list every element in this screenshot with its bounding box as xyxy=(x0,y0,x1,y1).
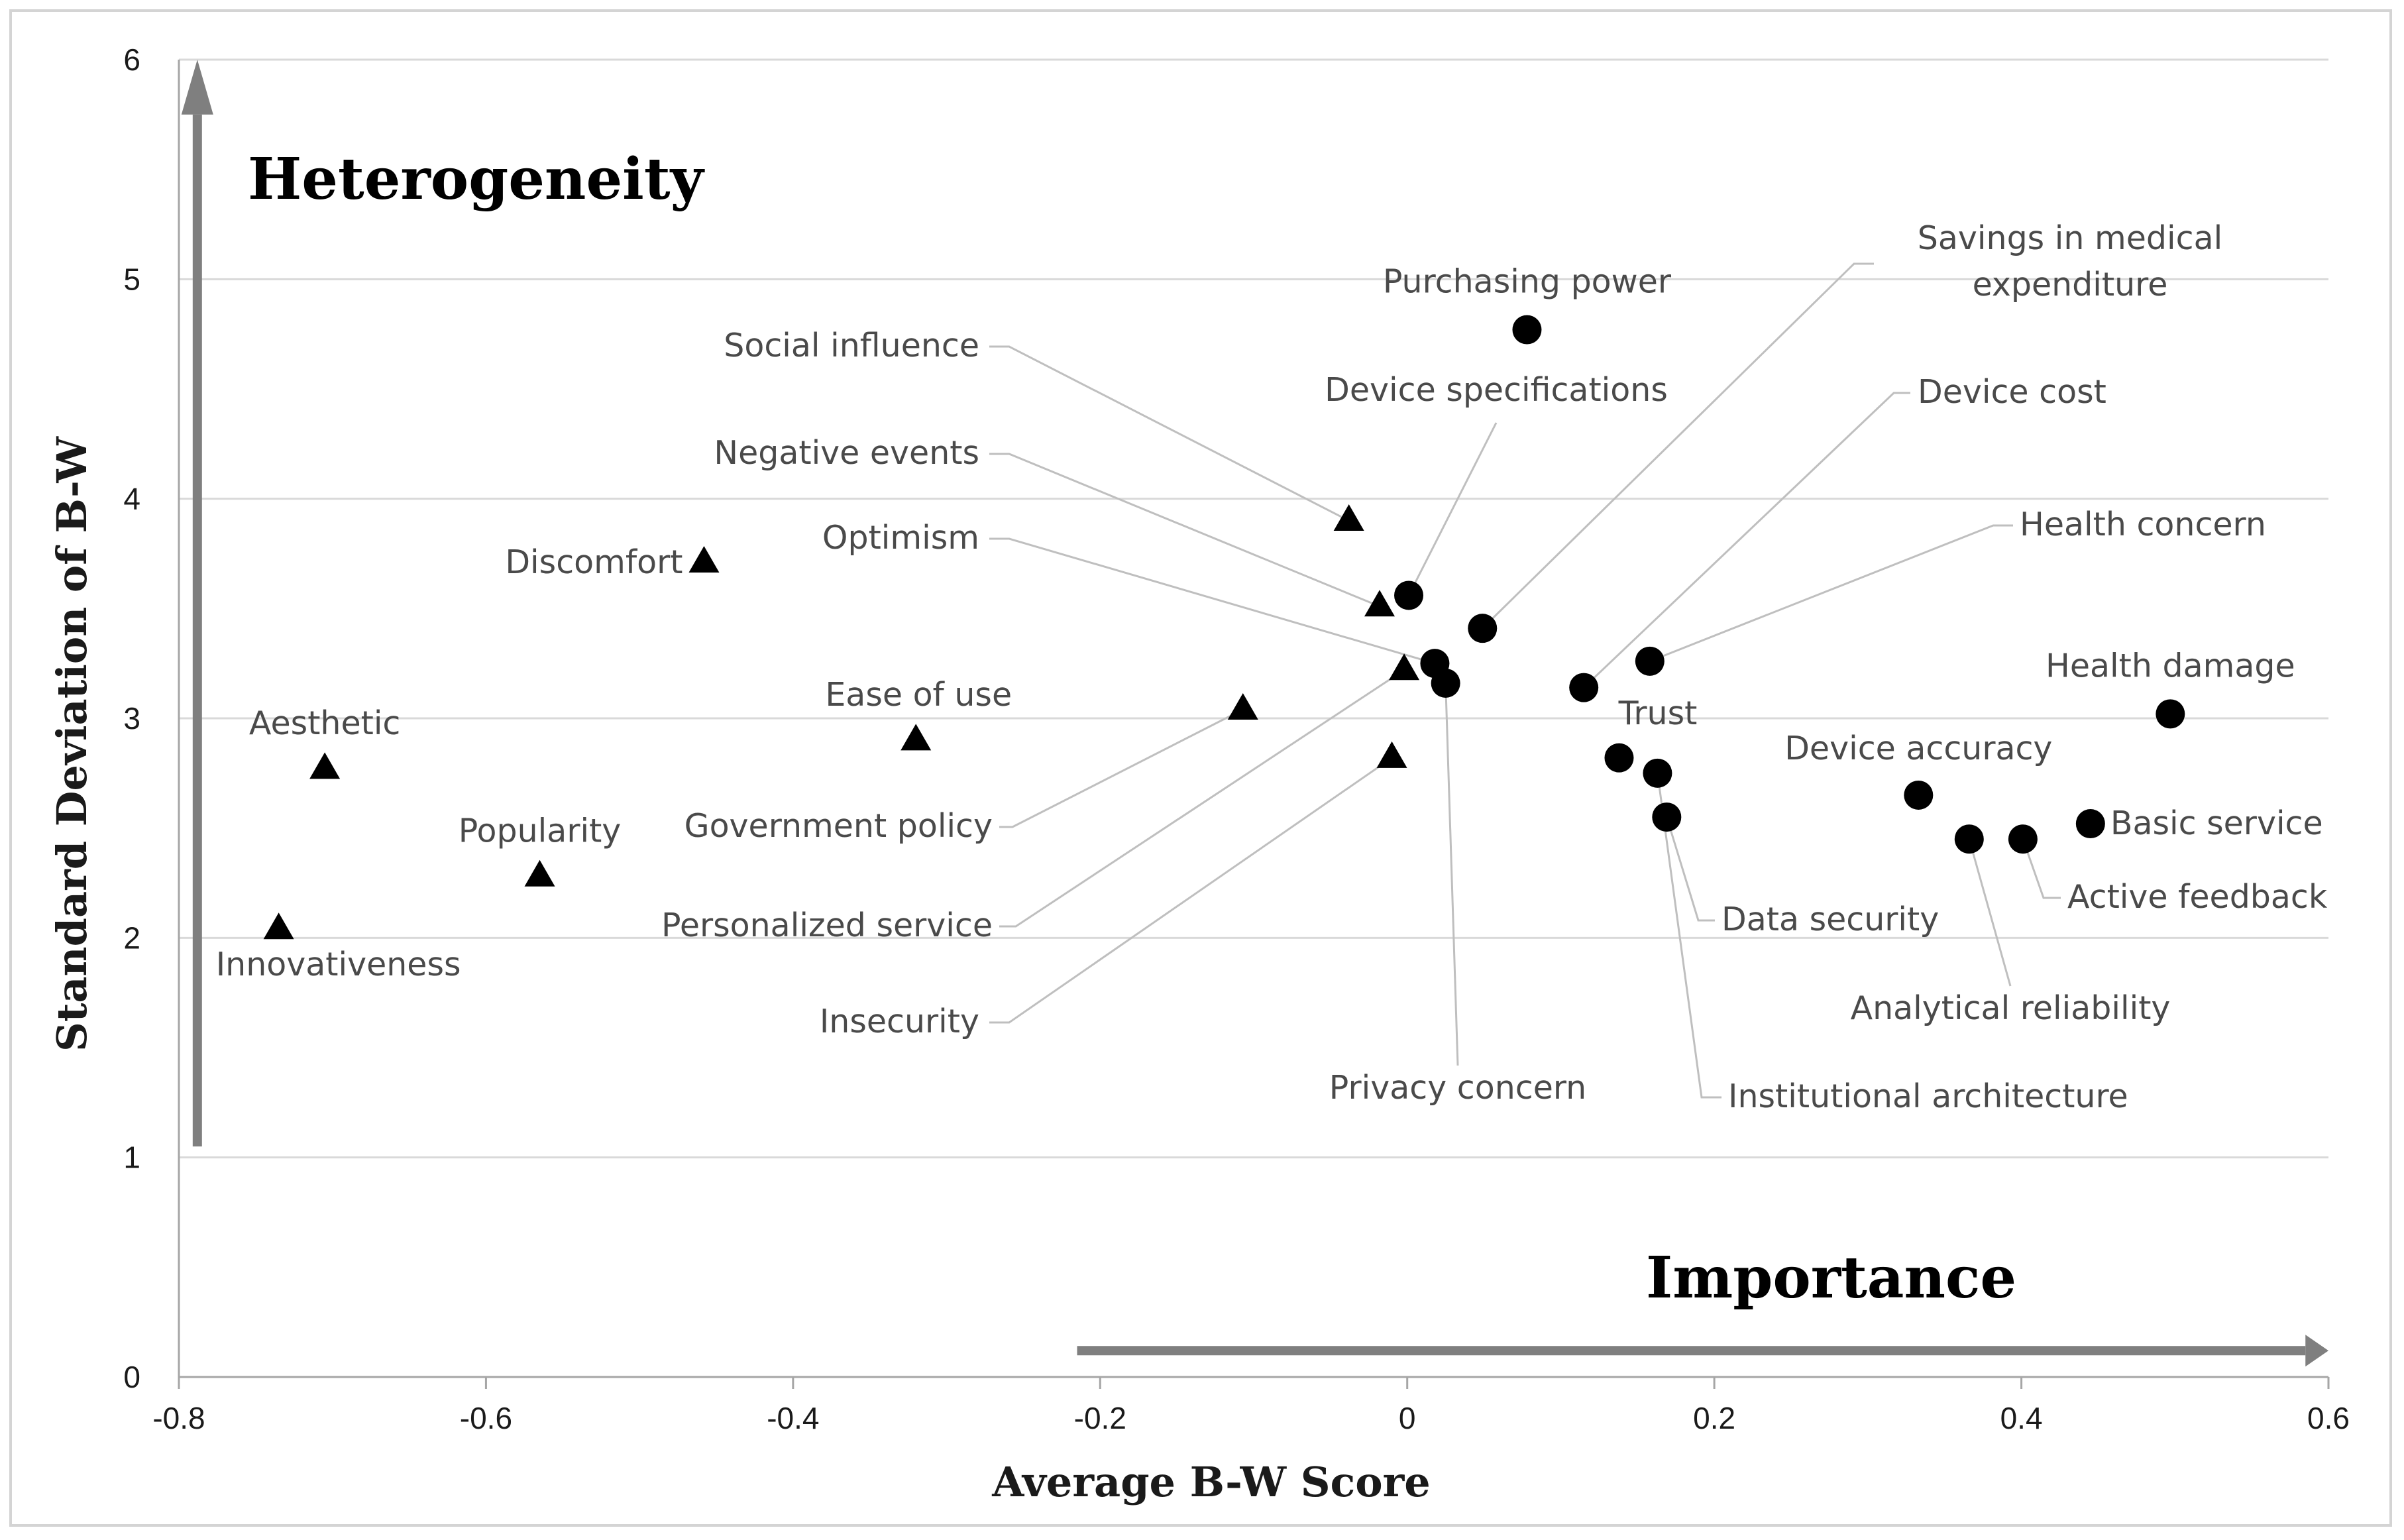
leader-line-insecurity xyxy=(989,757,1393,1024)
x-axis-title: Average B-W Score xyxy=(991,1458,1430,1506)
x-tick-label: 0.2 xyxy=(1693,1401,1735,1435)
leader-line-privacy-concern xyxy=(1445,683,1459,1066)
point-label-institutional-architecture: Institutional architecture xyxy=(1728,1077,2128,1115)
point-label-basic-service: Basic service xyxy=(2110,804,2323,842)
point-label-health-concern: Health concern xyxy=(2020,506,2266,543)
x-tick-label: 0 xyxy=(1399,1401,1416,1435)
leader-line-social-influence xyxy=(989,345,1350,522)
importance-annotation: Importance xyxy=(1646,1244,2016,1311)
y-tick-label: 0 xyxy=(123,1360,140,1394)
point-label-active-feedback: Active feedback xyxy=(2067,878,2328,916)
point-label-device-cost: Device cost xyxy=(1918,373,2106,411)
point-label-trust: Trust xyxy=(1618,694,1698,732)
point-label-device-accuracy: Device accuracy xyxy=(1784,730,2052,767)
heterogeneity-annotation: Heterogeneity xyxy=(248,146,706,213)
triangle-point-innovativeness xyxy=(263,912,294,940)
x-tick-label: -0.6 xyxy=(460,1401,512,1435)
circle-point-trust xyxy=(1604,743,1634,773)
data-points xyxy=(263,315,2185,940)
point-label-device-specifications: Device specifications xyxy=(1325,371,1668,409)
x-tick-label: 0.4 xyxy=(2000,1401,2043,1435)
circle-point-data-security xyxy=(1652,802,1682,832)
point-label-ease-of-use: Ease of use xyxy=(825,676,1012,714)
leader-line-data-security xyxy=(1665,816,1715,922)
circle-point-device-accuracy xyxy=(1904,780,1934,810)
direction-arrows xyxy=(181,60,2328,1367)
circle-point-savings-in-medical-expenditure xyxy=(1468,614,1498,643)
leader-line-analytical-reliability xyxy=(1968,838,2012,987)
x-tick-label: -0.4 xyxy=(767,1401,819,1435)
circle-point-health-concern xyxy=(1635,646,1665,676)
point-labels: Aesthetic Innovativeness Popularity Discomf… xyxy=(216,219,2328,1115)
y-tick-label: 6 xyxy=(123,42,140,77)
chart-frame: 0 1 2 3 4 5 6 -0.8 -0.6 -0.4 -0.2 0 0.2 0.4 0.6 Aesthe… xyxy=(9,9,2392,1527)
point-label-optimism: Optimism xyxy=(822,519,979,557)
point-label-popularity: Popularity xyxy=(459,812,622,850)
y-tick-label: 3 xyxy=(123,701,140,736)
point-label-savings-in-medical-expenditure: Savings in medical expenditure xyxy=(1918,219,2222,303)
heterogeneity-arrow-head xyxy=(181,60,213,115)
triangle-point-discomfort xyxy=(688,545,720,573)
point-label-purchasing-power: Purchasing power xyxy=(1383,263,1672,301)
x-tick-label: 0.6 xyxy=(2307,1401,2350,1435)
triangle-point-negative-events xyxy=(1364,590,1395,617)
point-label-health-damage: Health damage xyxy=(2046,647,2295,685)
leader-lines xyxy=(989,262,2061,1099)
leader-line-active-feedback xyxy=(2022,838,2061,899)
y-tick-label: 4 xyxy=(123,482,140,516)
y-tick-label: 2 xyxy=(123,920,140,955)
x-tick-label: -0.8 xyxy=(152,1401,205,1435)
point-label-aesthetic: Aesthetic xyxy=(249,704,401,742)
circle-point-health-damage xyxy=(2156,699,2185,729)
leader-line-government-policy xyxy=(999,708,1244,828)
circle-point-analytical-reliability xyxy=(1954,824,1984,854)
point-label-personalized-service: Personalized service xyxy=(661,907,993,944)
triangle-point-personalized-service xyxy=(1389,653,1420,681)
scatter-chart: 0 1 2 3 4 5 6 -0.8 -0.6 -0.4 -0.2 0 0.2 0.4 0.6 Aesthe… xyxy=(48,42,2350,1506)
leader-line-optimism xyxy=(989,537,1435,665)
point-label-data-security: Data security xyxy=(1721,901,1939,938)
point-label-insecurity: Insecurity xyxy=(820,1003,979,1040)
triangle-point-aesthetic xyxy=(309,752,341,779)
circle-point-purchasing-power xyxy=(1512,315,1542,345)
leader-line-institutional-architecture xyxy=(1656,773,1721,1099)
y-tick-label: 5 xyxy=(123,262,140,296)
leader-line-device-cost xyxy=(1583,392,1910,688)
circle-point-basic-service xyxy=(2075,809,2105,839)
circle-point-device-cost xyxy=(1569,673,1599,702)
point-label-discomfort: Discomfort xyxy=(505,543,683,581)
point-label-analytical-reliability: Analytical reliability xyxy=(1851,989,2171,1027)
y-tick-label: 1 xyxy=(123,1140,140,1175)
axes: 0 1 2 3 4 5 6 -0.8 -0.6 -0.4 -0.2 0 0.2 0.4 0.6 xyxy=(123,42,2350,1435)
importance-arrow-head xyxy=(2305,1335,2328,1367)
y-axis-title: Standard Deviation of B-W xyxy=(48,436,96,1052)
circle-point-institutional-architecture xyxy=(1643,758,1672,788)
leader-line-health-concern xyxy=(1649,524,2013,663)
circle-point-active-feedback xyxy=(2008,824,2038,854)
circle-point-privacy-concern xyxy=(1431,668,1460,698)
triangle-point-social-influence xyxy=(1333,504,1364,531)
point-label-social-influence: Social influence xyxy=(724,327,979,364)
triangle-point-insecurity xyxy=(1376,741,1407,768)
leader-line-negative-events xyxy=(989,453,1380,608)
circle-point-device-specifications xyxy=(1394,580,1424,610)
point-label-innovativeness: Innovativeness xyxy=(216,946,461,983)
triangle-point-popularity xyxy=(524,859,555,887)
leader-line-device-specifications xyxy=(1407,422,1498,596)
x-tick-label: -0.2 xyxy=(1074,1401,1126,1435)
leader-line-personalized-service xyxy=(999,669,1405,928)
point-label-privacy-concern: Privacy concern xyxy=(1329,1069,1586,1107)
point-label-government-policy: Government policy xyxy=(684,807,993,845)
leader-line-savings-in-medical-expenditure xyxy=(1482,262,1874,630)
point-label-negative-events: Negative events xyxy=(714,434,979,472)
triangle-point-government-policy xyxy=(1227,692,1258,720)
triangle-point-ease-of-use xyxy=(901,724,932,751)
